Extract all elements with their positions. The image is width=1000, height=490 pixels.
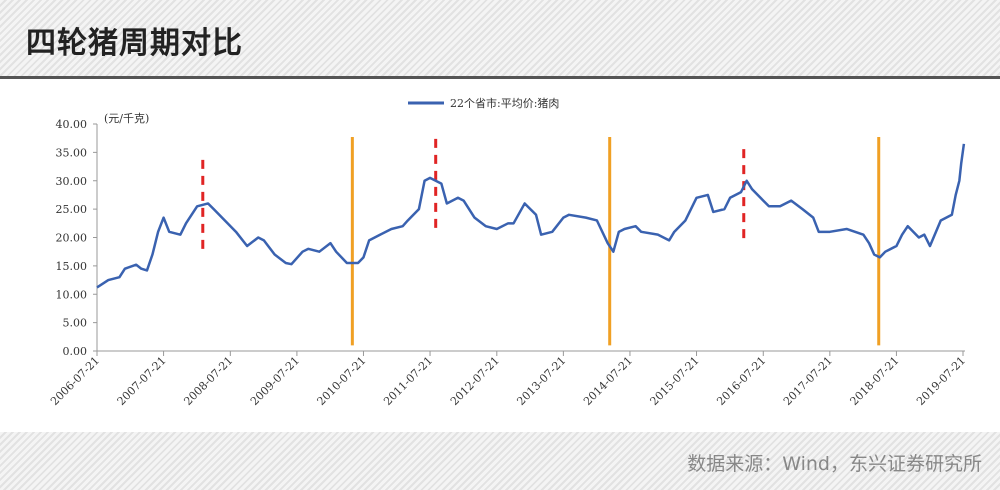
price-line [96,143,966,289]
header-band [0,0,1000,79]
y-tick-label: 15.00 [56,260,88,273]
source-note: 数据来源：Wind，东兴证券研究所 [687,453,982,475]
page-title: 四轮猪周期对比 [26,26,243,61]
x-tick-label: 2019-07-21 [914,354,968,408]
y-tick-label: 5.00 [63,317,88,330]
y-tick-label: 10.00 [56,288,88,301]
y-tick-label: 25.00 [56,203,88,216]
x-tick-label: 2017-07-21 [781,354,835,408]
legend-label: 22个省市:平均价:猪肉 [450,96,559,110]
x-tick-label: 2007-07-21 [115,354,169,408]
x-tick-label: 2013-07-21 [514,354,568,408]
x-tick-label: 2012-07-21 [448,354,502,408]
x-tick-label: 2014-07-21 [581,354,635,408]
x-tick-label: 2016-07-21 [714,354,768,408]
y-tick-label: 40.00 [56,118,88,131]
x-tick-label: 2009-07-21 [248,354,302,408]
x-tick-label: 2018-07-21 [848,354,902,408]
y-tick-label: 20.00 [56,232,88,245]
chart: (元/千克) 0.00 5.00 10.00 15.00 20.00 25.00 30.00… [48,96,968,408]
x-tick-label: 2011-07-21 [381,354,435,408]
x-tick-label: 2010-07-21 [315,354,369,408]
y-tick-label: 35.00 [56,146,88,159]
footer-band [0,432,1000,490]
y-tick-label: 0.00 [63,345,88,358]
y-axis-label: (元/千克) [104,112,149,125]
x-tick-label: 2015-07-21 [648,354,702,408]
y-tick-label: 30.00 [56,175,88,188]
x-tick-label: 2008-07-21 [181,354,235,408]
x-tick-label: 2006-07-21 [48,354,102,408]
